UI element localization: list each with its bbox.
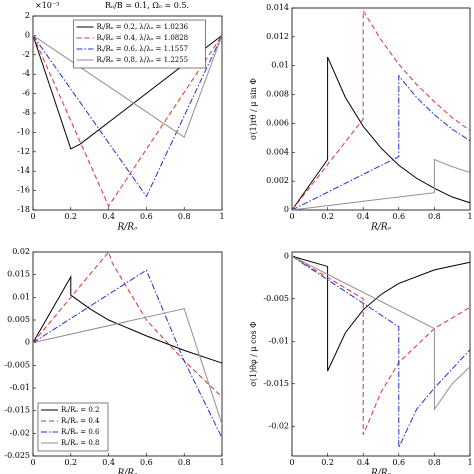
y-tick-label: -4 xyxy=(22,69,30,78)
y-tick-label: -8 xyxy=(22,108,30,117)
y-tick-label: 0.015 xyxy=(7,270,30,279)
legend-label: Rᵢ/Rₒ = 0.8 xyxy=(61,439,99,447)
y-tick-label: 0 xyxy=(25,30,30,39)
data-line xyxy=(291,255,471,372)
x-tick-label: 0.4 xyxy=(102,458,115,467)
y-tick-label: -0.01 xyxy=(268,336,289,345)
x-tick-label: 0.2 xyxy=(321,458,334,467)
x-tick-label: 0.8 xyxy=(428,458,441,467)
y-tick-label: 0.005 xyxy=(7,315,30,324)
x-tick-label: 1 xyxy=(219,212,224,221)
data-line xyxy=(32,275,223,364)
y-tick-label: -0.005 xyxy=(263,294,289,303)
annotation: ×10⁻³ xyxy=(35,1,59,10)
y-tick-label: -2 xyxy=(22,50,30,59)
x-tick-label: 0.2 xyxy=(64,212,77,221)
data-line xyxy=(291,255,471,448)
legend-label: Rᵢ/Rₒ = 0.6 xyxy=(61,428,100,436)
legend-label: Rᵢ/Rₒ = 0.6, λ/λₒ = 1.1557 xyxy=(97,45,189,53)
y-tick-label: -6 xyxy=(22,89,30,98)
y-tick-label: 0.004 xyxy=(266,147,289,156)
y-tick-label: 0.01 xyxy=(12,292,30,301)
x-tick-label: 0.4 xyxy=(102,212,115,221)
data-line xyxy=(291,74,471,211)
y-tick-label: -18 xyxy=(17,205,30,214)
y-tick-label: -14 xyxy=(17,166,30,175)
data-line xyxy=(32,34,223,139)
x-axis-label: R/Rₒ xyxy=(116,469,138,474)
x-tick-label: 0.6 xyxy=(140,212,153,221)
x-tick-label: 0 xyxy=(289,458,294,467)
x-tick-label: 0.6 xyxy=(392,458,405,467)
y-tick-label: 0 xyxy=(25,338,30,347)
data-line xyxy=(291,255,471,435)
x-tick-label: 0.6 xyxy=(140,458,153,467)
x-tick-label: 0.8 xyxy=(428,212,441,221)
x-tick-label: 0.2 xyxy=(321,212,334,221)
x-tick-label: 0 xyxy=(30,212,35,221)
x-tick-label: 1 xyxy=(467,212,472,221)
legend-label: Rᵢ/Rₒ = 0.2, λ/λₒ = 1.0236 xyxy=(97,23,189,31)
data-line xyxy=(291,158,471,211)
y-tick-label: 0 xyxy=(284,205,289,214)
y-tick-label: 0.012 xyxy=(266,32,289,41)
x-tick-label: 0.2 xyxy=(64,458,77,467)
y-tick-label: -16 xyxy=(17,186,30,195)
y-tick-label: 0.014 xyxy=(266,3,289,12)
y-tick-label: -0.015 xyxy=(4,406,30,415)
x-tick-label: 0 xyxy=(289,212,294,221)
plot-frame xyxy=(291,7,471,211)
x-tick-label: 0.4 xyxy=(357,212,370,221)
x-tick-label: 1 xyxy=(467,458,472,467)
y-tick-label: -0.02 xyxy=(9,428,30,437)
y-tick-label: 0.008 xyxy=(266,90,289,99)
x-tick-label: 1 xyxy=(219,458,224,467)
y-tick-label: 0.002 xyxy=(266,176,289,185)
legend-label: Rᵢ/Rₒ = 0.4, λ/λₒ = 1.0828 xyxy=(97,34,189,42)
y-tick-label: -0.025 xyxy=(4,451,30,460)
y-axis-label: σ(1)rθ / μ sin Φ xyxy=(249,78,258,140)
y-axis-label: σ(1)θφ / μ cos Φ xyxy=(249,321,258,387)
data-line xyxy=(32,308,223,425)
x-tick-label: 0 xyxy=(30,458,35,467)
data-line xyxy=(32,250,223,398)
y-tick-label: -10 xyxy=(17,127,30,136)
x-tick-label: 0.4 xyxy=(357,458,370,467)
legend-label: Rᵢ/Rₒ = 0.8, λ/λₒ = 1.2255 xyxy=(97,56,189,64)
y-tick-label: -0.01 xyxy=(9,383,30,392)
data-line xyxy=(32,35,223,198)
x-axis-label: R/Rₒ xyxy=(116,223,138,233)
x-axis-label: R/Rₒ xyxy=(370,469,392,474)
legend-box xyxy=(73,19,206,69)
y-tick-label: -0.02 xyxy=(268,421,289,430)
x-tick-label: 0.8 xyxy=(178,458,191,467)
y-tick-label: 2 xyxy=(25,11,30,20)
data-line xyxy=(32,35,223,208)
data-line xyxy=(32,35,223,150)
legend-label: Rᵢ/Rₒ = 0.2 xyxy=(61,406,99,414)
plot-frame xyxy=(32,251,223,457)
y-tick-label: 0.01 xyxy=(271,61,289,70)
y-tick-label: 0 xyxy=(284,251,289,260)
plot-frame xyxy=(291,251,471,457)
data-line xyxy=(291,56,471,211)
y-tick-label: 0.02 xyxy=(12,247,30,256)
x-tick-label: 0.8 xyxy=(178,212,191,221)
x-tick-label: 0.6 xyxy=(392,212,405,221)
data-line xyxy=(291,9,471,211)
y-tick-label: -12 xyxy=(17,147,30,156)
y-tick-label: 0.006 xyxy=(266,118,289,127)
y-tick-label: -0.005 xyxy=(4,360,30,369)
y-tick-label: -0.015 xyxy=(263,379,289,388)
data-line xyxy=(291,255,471,411)
legend-label: Rᵢ/Rₒ = 0.4 xyxy=(61,417,100,425)
x-axis-label: R/Rₒ xyxy=(370,223,392,233)
annotation: Rₒ/B = 0.1, Ωₒ = 0.5. xyxy=(105,1,189,10)
